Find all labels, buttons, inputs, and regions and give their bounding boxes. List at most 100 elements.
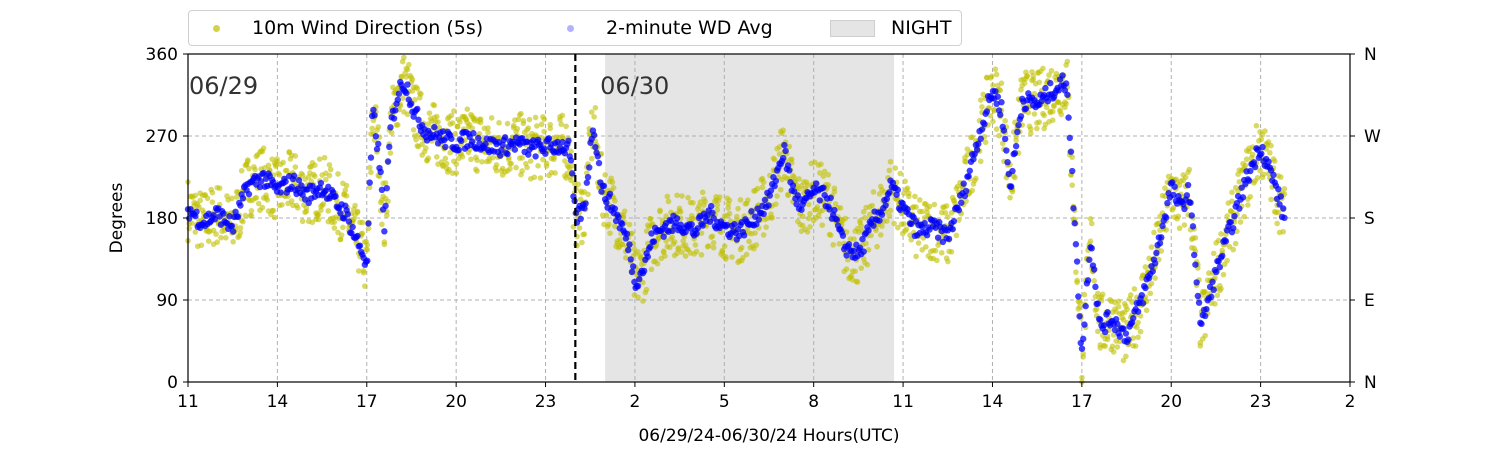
- wind-direction-point: [753, 242, 760, 248]
- wd-avg-point: [859, 235, 866, 243]
- wind-direction-point: [233, 194, 240, 200]
- wind-direction-point: [607, 230, 613, 237]
- wind-direction-point: [865, 246, 872, 253]
- wd-avg-point: [748, 208, 755, 215]
- wind-direction-point: [819, 207, 826, 214]
- wind-direction-point: [343, 193, 350, 199]
- wind-direction-point: [977, 158, 984, 165]
- wd-avg-point: [245, 190, 253, 198]
- wind-direction-point: [897, 170, 904, 177]
- wind-direction-point: [692, 242, 699, 248]
- wd-avg-point: [831, 206, 838, 214]
- wind-direction-point: [677, 208, 684, 215]
- wd-avg-point: [583, 179, 591, 186]
- wd-avg-point: [603, 199, 610, 206]
- wd-avg-point: [1100, 322, 1108, 329]
- wind-direction-point: [903, 226, 910, 233]
- wd-avg-point: [356, 242, 364, 249]
- wind-direction-point: [1210, 250, 1217, 257]
- wind-direction-point: [443, 160, 450, 167]
- wind-direction-point: [576, 225, 583, 231]
- wind-direction-point: [1163, 227, 1169, 233]
- wind-direction-point: [643, 228, 650, 234]
- wind-direction-point: [1268, 142, 1274, 149]
- wind-direction-point: [671, 239, 678, 245]
- wd-avg-point: [767, 187, 775, 194]
- wind-direction-point: [229, 195, 235, 202]
- wind-direction-point: [610, 185, 617, 191]
- wind-direction-point: [964, 146, 971, 152]
- wd-avg-point: [475, 134, 482, 142]
- wind-direction-point: [836, 241, 843, 247]
- wind-direction-point: [198, 242, 205, 249]
- wind-direction-point: [738, 244, 745, 251]
- wind-direction-point: [414, 85, 421, 92]
- wd-avg-point: [618, 220, 626, 228]
- wind-direction-point: [525, 125, 532, 131]
- wind-direction-point: [585, 191, 591, 198]
- wd-avg-point: [860, 248, 867, 255]
- wind-direction-point: [726, 210, 733, 217]
- wd-avg-point: [978, 126, 986, 133]
- wd-avg-point: [344, 211, 351, 218]
- wind-direction-point: [886, 167, 893, 174]
- wd-avg-point: [1156, 240, 1164, 247]
- wd-avg-point: [827, 194, 834, 202]
- wd-avg-point: [629, 263, 637, 270]
- wind-direction-point: [1253, 122, 1260, 129]
- wd-avg-point: [404, 81, 411, 88]
- wind-direction-point: [662, 253, 668, 259]
- wind-direction-point: [854, 279, 861, 285]
- wind-direction-point: [342, 187, 349, 194]
- wind-direction-point: [188, 220, 195, 226]
- wd-avg-point: [1275, 185, 1282, 193]
- wd-avg-point: [394, 96, 401, 103]
- wd-avg-point: [786, 167, 793, 174]
- wd-avg-point: [950, 218, 958, 225]
- wind-direction-point: [873, 227, 879, 234]
- wd-avg-point: [354, 232, 361, 240]
- x-tick-label: 17: [356, 392, 378, 412]
- wind-direction-point: [519, 168, 525, 174]
- wind-direction-point: [360, 268, 367, 274]
- wind-direction-point: [552, 170, 558, 176]
- wd-avg-point: [498, 146, 505, 154]
- wind-direction-point: [1137, 328, 1144, 335]
- wind-direction-point: [352, 202, 358, 209]
- wd-avg-point: [753, 221, 760, 228]
- wind-direction-point: [454, 123, 461, 130]
- wd-avg-point: [1210, 286, 1217, 294]
- wd-avg-point: [1047, 79, 1054, 87]
- wind-direction-point: [1034, 125, 1040, 132]
- wind-direction-point: [1088, 220, 1095, 227]
- wd-avg-point: [921, 219, 928, 227]
- wind-direction-point: [1069, 182, 1076, 188]
- wd-avg-point: [511, 146, 519, 153]
- wind-direction-point: [1202, 332, 1208, 339]
- wd-avg-point: [1227, 218, 1234, 226]
- wind-direction-point: [1257, 167, 1263, 174]
- wind-direction-point: [709, 233, 716, 240]
- wind-direction-point: [857, 217, 863, 224]
- wind-direction-point: [837, 205, 844, 211]
- wind-direction-point: [283, 167, 290, 174]
- wind-direction-point: [1220, 271, 1227, 278]
- wind-direction-point: [769, 214, 776, 221]
- wind-direction-point: [592, 105, 599, 111]
- wind-direction-point: [760, 179, 767, 186]
- wd-avg-point: [1195, 299, 1203, 306]
- wd-avg-point: [644, 253, 652, 260]
- wind-direction-point: [1170, 205, 1177, 211]
- wind-direction-point: [934, 257, 940, 264]
- wind-direction-point: [682, 253, 689, 259]
- wind-direction-point: [1135, 334, 1141, 341]
- wind-direction-point: [820, 173, 827, 180]
- wind-direction-point: [760, 232, 767, 238]
- wd-avg-point: [843, 252, 850, 259]
- wd-avg-point: [973, 146, 981, 153]
- wind-direction-point: [223, 235, 229, 241]
- wind-direction-point: [702, 198, 708, 205]
- wind-direction-point: [635, 294, 641, 301]
- wd-avg-point: [781, 141, 788, 149]
